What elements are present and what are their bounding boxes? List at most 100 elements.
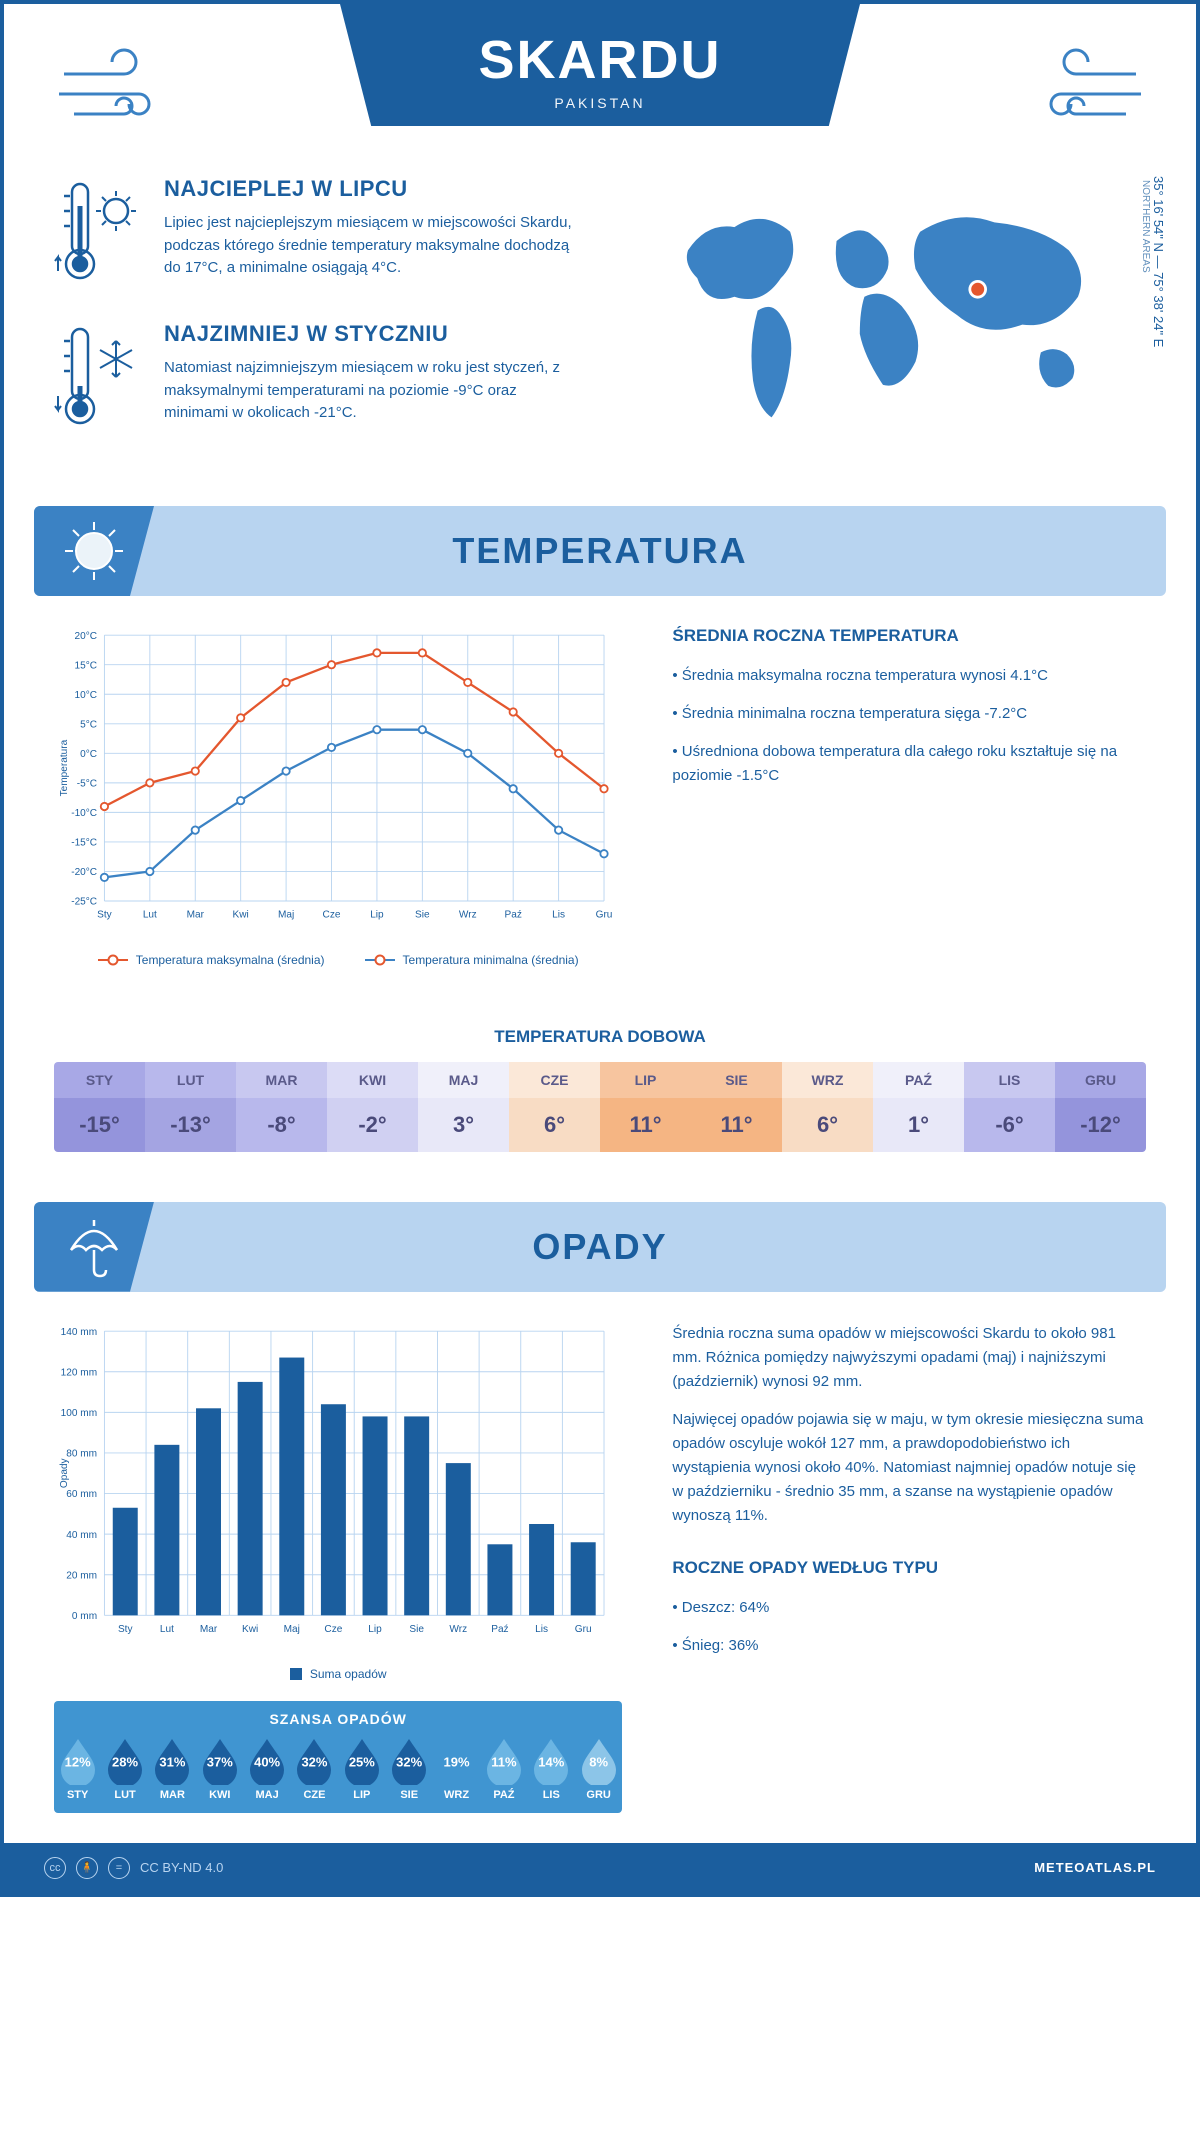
coord-lon: 75° 38' 24" E [1151,272,1166,347]
precip-type-title: ROCZNE OPADY WEDŁUG TYPU [672,1558,1146,1578]
temp-info-list: Średnia maksymalna roczna temperatura wy… [672,664,1146,788]
svg-text:Sie: Sie [415,910,430,921]
svg-text:Lut: Lut [160,1624,174,1635]
drops-row: 12%STY28%LUT31%MAR37%KWI40%MAJ32%CZE25%L… [54,1735,622,1801]
daily-col: LUT-13° [145,1062,236,1152]
daily-col: MAJ3° [418,1062,509,1152]
temperature-legend: .legend-swatch:nth-child(1)::after{borde… [54,953,622,967]
svg-text:80 mm: 80 mm [66,1448,97,1459]
temp-info-item: Średnia maksymalna roczna temperatura wy… [672,664,1146,688]
drop-item: 28%LUT [101,1735,148,1801]
svg-text:Wrz: Wrz [449,1624,467,1635]
drop-item: 32%SIE [386,1735,433,1801]
svg-text:100 mm: 100 mm [61,1408,97,1419]
daily-col: WRZ6° [782,1062,873,1152]
svg-text:60 mm: 60 mm [66,1489,97,1500]
intro-section: NAJCIEPLEJ W LIPCU Lipiec jest najcieple… [4,166,1196,506]
svg-text:Kwi: Kwi [233,910,249,921]
legend-sum: Suma opadów [310,1667,387,1681]
svg-text:-20°C: -20°C [71,867,97,878]
precip-types: Deszcz: 64% Śnieg: 36% [672,1596,1146,1658]
temperature-chart-row: -25°C-20°C-15°C-10°C-5°C0°C5°C10°C15°C20… [4,626,1196,997]
svg-text:Sty: Sty [118,1624,134,1635]
svg-text:5°C: 5°C [80,719,97,730]
svg-text:120 mm: 120 mm [61,1367,97,1378]
daily-temp-table: STY-15°LUT-13°MAR-8°KWI-2°MAJ3°CZE6°LIP1… [54,1062,1146,1152]
license-text: CC BY-ND 4.0 [140,1860,223,1875]
svg-text:Lut: Lut [143,910,157,921]
daily-col: CZE6° [509,1062,600,1152]
svg-text:Lip: Lip [370,910,384,921]
coordinates: 35° 16' 54" N — 75° 38' 24" E NORTHERN A… [1140,176,1166,347]
svg-text:Lip: Lip [368,1624,382,1635]
daily-col: LIS-6° [964,1062,1055,1152]
wind-icon [54,44,194,139]
city-name: SKARDU [340,29,860,91]
country-name: PAKISTAN [340,95,860,111]
svg-text:Wrz: Wrz [459,910,477,921]
svg-text:Kwi: Kwi [242,1624,258,1635]
cold-text: Natomiast najzimniejszym miesiącem w rok… [164,357,580,425]
drop-item: 19%WRZ [433,1735,480,1801]
thermometer-snow-icon [54,321,144,436]
svg-text:Mar: Mar [200,1624,218,1635]
cold-title: NAJZIMNIEJ W STYCZNIU [164,321,580,347]
precip-type-item: Śnieg: 36% [672,1634,1146,1658]
svg-text:Maj: Maj [278,910,294,921]
svg-text:40 mm: 40 mm [66,1529,97,1540]
drop-item: 14%LIS [528,1735,575,1801]
thermometer-sun-icon [54,176,144,291]
sun-icon [34,506,154,596]
svg-text:Lis: Lis [535,1624,548,1635]
hot-text: Lipiec jest najcieplejszym miesiącem w m… [164,212,580,280]
title-banner: SKARDU PAKISTAN [340,4,860,126]
precip-bar-chart: 0 mm 20 mm 40 mm 60 mm 80 mm 100 mm 120 mm 140 … [54,1322,622,1652]
drop-item: 12%STY [54,1735,101,1801]
daily-col: LIP11° [600,1062,691,1152]
drop-item: 40%MAJ [243,1735,290,1801]
temp-info-item: Średnia minimalna roczna temperatura się… [672,702,1146,726]
precip-section-header: OPADY [34,1202,1166,1292]
hot-title: NAJCIEPLEJ W LIPCU [164,176,580,202]
umbrella-icon [34,1202,154,1292]
temperature-line-chart: -25°C-20°C-15°C-10°C-5°C0°C5°C10°C15°C20… [54,626,622,938]
precip-info: Średnia roczna suma opadów w miejscowośc… [672,1322,1146,1528]
coord-region: NORTHERN AREAS [1140,180,1151,347]
precip-type-item: Deszcz: 64% [672,1596,1146,1620]
drop-item: 31%MAR [149,1735,196,1801]
world-map [620,176,1146,436]
wind-icon [1006,44,1146,139]
svg-text:15°C: 15°C [75,660,98,671]
page: SKARDU PAKISTAN [0,0,1200,1897]
temperature-section-header: TEMPERATURA [34,506,1166,596]
legend-min: Temperatura minimalna (średnia) [403,953,579,967]
drop-item: 25%LIP [338,1735,385,1801]
svg-text:0 mm: 0 mm [72,1611,97,1622]
daily-col: STY-15° [54,1062,145,1152]
svg-text:Sie: Sie [409,1624,424,1635]
drop-item: 8%GRU [575,1735,622,1801]
svg-text:20 mm: 20 mm [66,1570,97,1581]
temp-info-item: Uśredniona dobowa temperatura dla całego… [672,740,1146,788]
svg-text:Mar: Mar [187,910,205,921]
precip-info-para: Średnia roczna suma opadów w miejscowośc… [672,1322,1146,1394]
hot-fact: NAJCIEPLEJ W LIPCU Lipiec jest najcieple… [54,176,580,291]
svg-text:10°C: 10°C [75,690,98,701]
drop-item: 32%CZE [291,1735,338,1801]
precip-legend: Suma opadów [54,1667,622,1681]
svg-text:20°C: 20°C [75,631,98,642]
cc-icon: cc [44,1857,66,1879]
svg-text:140 mm: 140 mm [61,1327,97,1338]
svg-text:Opady: Opady [59,1457,70,1488]
legend-max: Temperatura maksymalna (średnia) [136,953,325,967]
svg-text:Maj: Maj [284,1624,300,1635]
svg-text:Gru: Gru [575,1624,592,1635]
precip-title: OPADY [34,1226,1166,1268]
temperature-title: TEMPERATURA [34,530,1166,572]
coord-lat: 35° 16' 54" N [1151,176,1166,252]
svg-text:Temperatura: Temperatura [59,739,70,796]
precip-info-para: Najwięcej opadów pojawia się w maju, w t… [672,1408,1146,1528]
daily-col: MAR-8° [236,1062,327,1152]
drop-item: 11%PAŹ [480,1735,527,1801]
svg-text:-10°C: -10°C [71,808,97,819]
